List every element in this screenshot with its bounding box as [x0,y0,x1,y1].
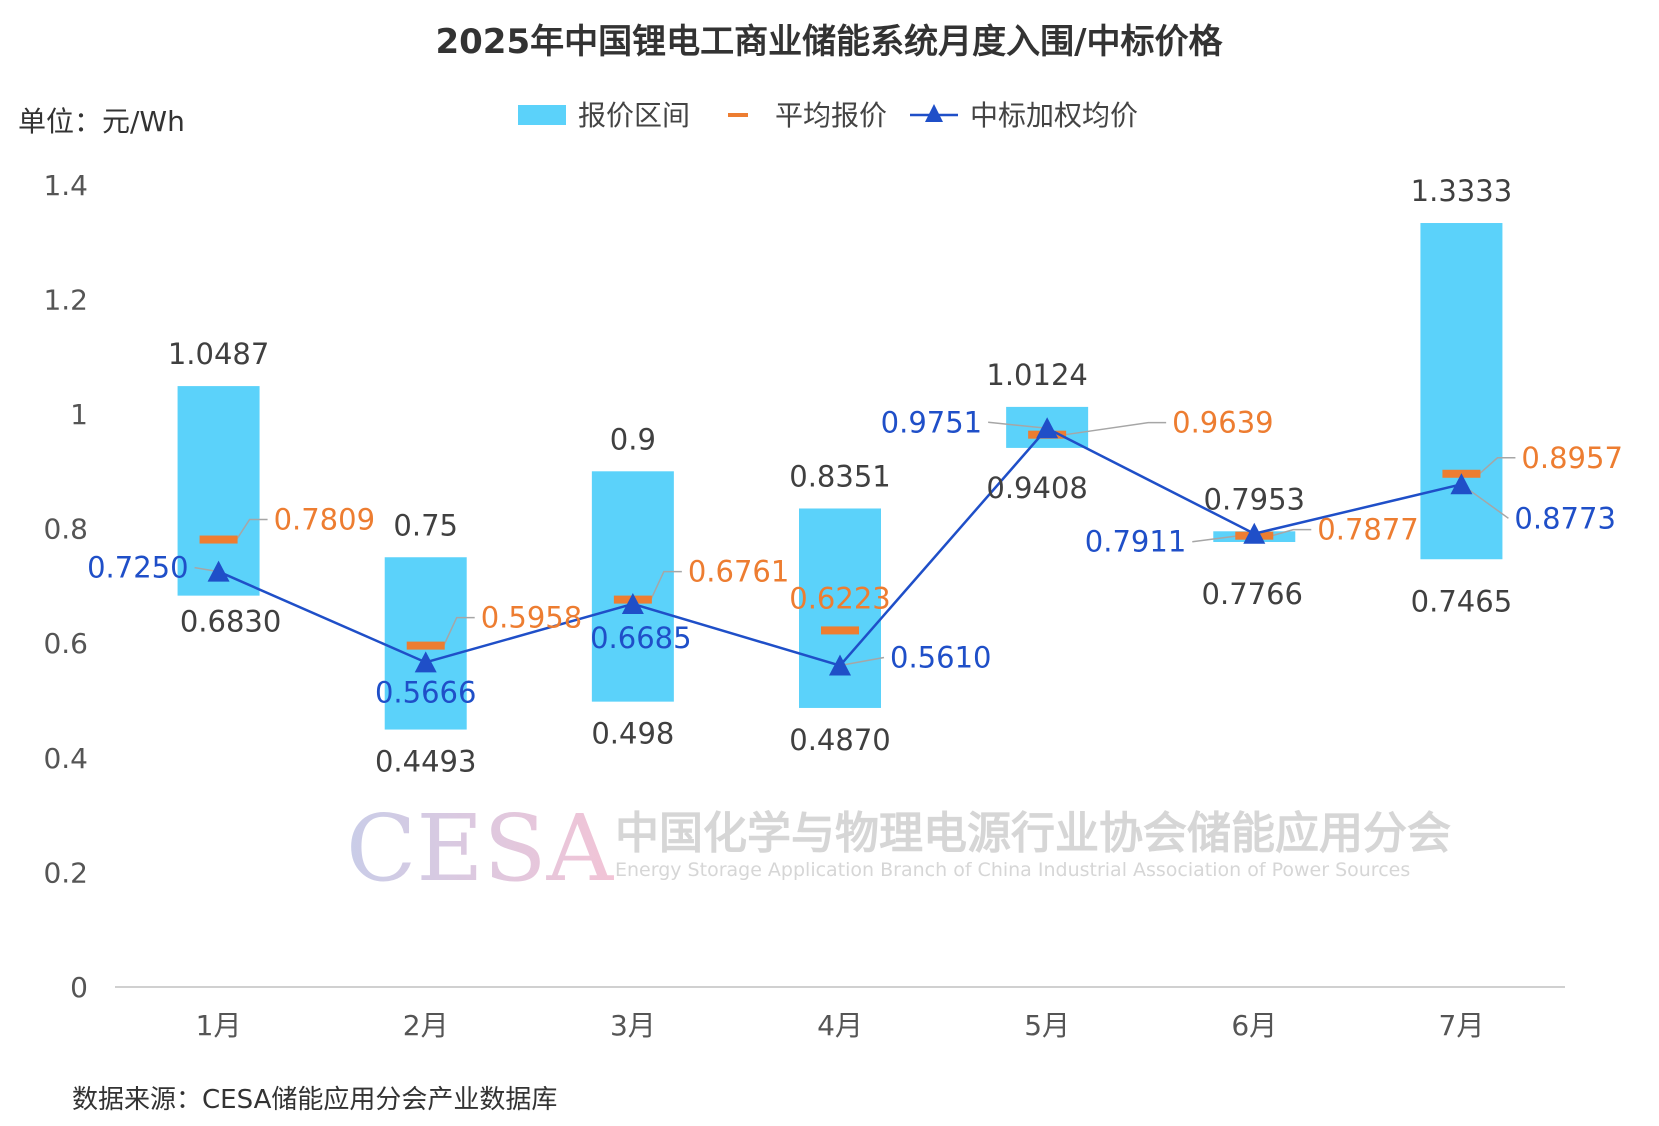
average-label: 0.7877 [1317,513,1418,547]
y-tick-label: 0.8 [43,513,88,546]
win-marker [829,654,851,676]
win-label: 0.7250 [87,551,188,585]
y-tick-label: 1 [70,398,88,431]
y-tick-label: 0.4 [43,742,88,775]
x-tick-label: 2月 [403,1009,449,1042]
watermark-cn: 中国化学与物理电源行业协会储能应用分会 [615,808,1451,859]
y-tick-label: 0.6 [43,627,88,660]
chart-title: 2025年中国锂电工商业储能系统月度入围/中标价格 [435,22,1223,62]
range-high-label: 0.9 [610,422,656,456]
y-tick-label: 1.2 [43,283,88,316]
average-label: 0.7809 [274,503,375,537]
range-low-label: 0.7465 [1411,584,1512,618]
win-line [207,417,1473,676]
win-marker [1243,522,1266,544]
y-tick-label: 0.2 [43,856,88,889]
average-leader-line [1272,528,1312,537]
x-tick-label: 7月 [1439,1009,1485,1042]
win-label: 0.5610 [890,641,991,675]
average-marker [821,626,859,635]
win-marker [621,592,644,614]
average-leader-line [443,616,475,646]
range-high-label: 0.7953 [1204,482,1305,516]
win-label: 0.8773 [1514,501,1615,535]
x-tick-label: 1月 [196,1009,242,1042]
watermark-logo: CESA [346,795,615,902]
y-axis: 0 0.2 0.4 0.6 0.8 1 1.2 1.4 [43,169,88,1004]
range-low-label: 0.7766 [1202,577,1303,611]
win-leader-line [988,421,1048,430]
range-bar [591,471,674,702]
range-low-label: 0.4493 [375,745,476,779]
x-tick-label: 5月 [1024,1009,1070,1042]
range-high-label: 1.0487 [168,337,269,371]
legend-range-label: 报价区间 [578,99,690,132]
legend: 报价区间 平均报价 中标加权均价 [518,99,1138,132]
watermark: CESA 中国化学与物理电源行业协会储能应用分会 Energy Storage … [346,795,1451,902]
win-label: 0.9751 [881,405,982,439]
range-bar [1420,223,1503,560]
average-label: 0.9639 [1172,406,1273,440]
range-low-label: 0.6830 [180,605,281,639]
x-tick-label: 6月 [1231,1009,1277,1042]
range-high-label: 1.0124 [986,358,1087,392]
win-label: 0.6685 [590,621,691,655]
y-tick-label: 0 [70,971,88,1004]
average-label: 0.5958 [481,601,582,635]
win-marker [207,560,230,582]
average-label: 0.8957 [1521,441,1622,475]
win-marker [1036,417,1059,439]
range-high-label: 1.3333 [1411,174,1512,208]
win-leader-line [839,656,885,667]
watermark-en: Energy Storage Application Branch of Chi… [615,859,1410,881]
win-marker [1450,473,1473,495]
win-label: 0.5666 [375,675,476,709]
average-marker [406,641,445,650]
range-low-label: 0.4870 [789,723,890,757]
win-marker [414,651,437,673]
range-low-label: 0.9408 [986,471,1087,505]
legend-win-swatch-triangle [925,104,943,122]
range-low-label: 0.498 [591,717,674,751]
range-high-label: 0.8351 [789,459,890,493]
win-label: 0.7911 [1085,525,1186,559]
average-leader-line [235,518,268,540]
legend-avg-label: 平均报价 [775,99,887,132]
average-marker [199,535,238,544]
data-labels: 1.0487 0.6830 0.75 0.4493 0.9 0.498 0.8351 0.48… [87,174,1623,779]
unit-label: 单位：元/Wh [18,105,185,138]
x-tick-label: 3月 [610,1009,656,1042]
y-tick-label: 1.4 [43,169,88,202]
average-leader-line [1478,457,1516,475]
range-high-label: 0.75 [393,508,458,542]
source-note: 数据来源：CESA储能应用分会产业数据库 [72,1085,557,1115]
average-leader-line [650,570,682,600]
average-label: 0.6761 [688,555,789,589]
average-label: 0.6223 [789,581,890,615]
legend-range-swatch [518,105,566,125]
x-axis: 1月 2月 3月 4月 5月 6月 7月 [115,986,1565,1042]
average-leader-line [1065,421,1167,436]
legend-win-label: 中标加权均价 [970,99,1138,132]
x-tick-label: 4月 [817,1009,863,1042]
